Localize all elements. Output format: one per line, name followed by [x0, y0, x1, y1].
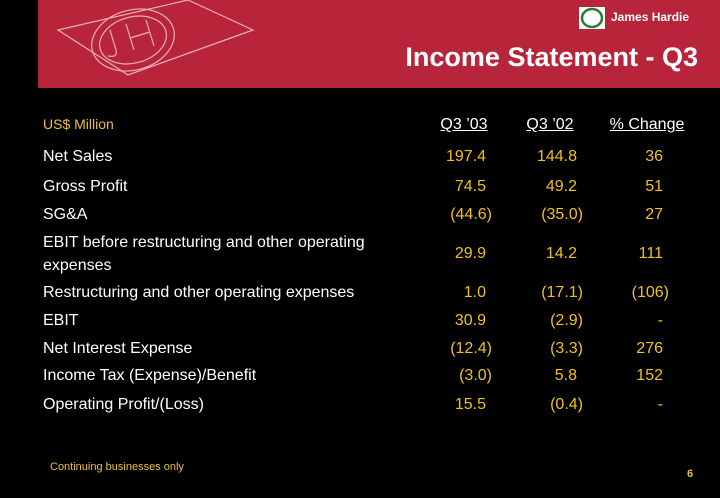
cell-value: (17.1) — [541, 284, 583, 301]
row-label: Operating Profit/(Loss) — [43, 396, 204, 413]
row-label: Income Tax (Expense)/Benefit — [43, 367, 257, 384]
page-number: 6 — [687, 468, 694, 480]
cell-value: - — [657, 396, 663, 413]
row-label: Net Interest Expense — [43, 340, 193, 357]
cell-value: (3.3) — [550, 340, 583, 357]
cell-value: - — [657, 312, 663, 329]
slide-title: Income Statement - Q3 — [405, 42, 698, 72]
cell-value: 197.4 — [445, 148, 486, 165]
column-header: Q3 ’03 — [440, 116, 488, 133]
cell-value: (106) — [631, 284, 669, 301]
row-label: SG&A — [43, 206, 88, 223]
cell-value: 15.5 — [454, 396, 486, 413]
cell-value: (35.0) — [541, 206, 583, 223]
cell-value: 14.2 — [545, 245, 577, 262]
cell-value: (2.9) — [550, 312, 583, 329]
cell-value: 29.9 — [454, 245, 486, 262]
cell-value: 144.8 — [536, 148, 577, 165]
brand-logo — [579, 7, 605, 29]
cell-value: 276 — [636, 340, 663, 357]
cell-value: (12.4) — [450, 340, 492, 357]
row-label: Gross Profit — [43, 178, 128, 195]
cell-value: 5.8 — [554, 367, 577, 384]
cell-value: 27 — [645, 206, 663, 223]
row-label: Restructuring and other operating expens… — [43, 284, 355, 301]
cell-value: 111 — [638, 245, 663, 262]
cell-value: 74.5 — [454, 178, 486, 195]
footnote: Continuing businesses only — [50, 461, 184, 473]
logo-watermark — [56, 0, 255, 76]
cell-value: 49.2 — [545, 178, 577, 195]
row-label: Net Sales — [43, 148, 113, 165]
unit-label: US$ Million — [43, 116, 114, 132]
cell-value: 152 — [636, 367, 663, 384]
cell-value: (0.4) — [550, 396, 583, 413]
cell-value: 51 — [645, 178, 663, 195]
cell-value: 36 — [645, 148, 663, 165]
cell-value: 30.9 — [454, 312, 486, 329]
row-label: EBIT — [43, 312, 79, 329]
cell-value: 1.0 — [463, 284, 486, 301]
cell-value: (3.0) — [459, 367, 492, 384]
column-header: % Change — [609, 116, 685, 133]
cell-value: (44.6) — [450, 206, 492, 223]
brand-name: James Hardie — [611, 10, 690, 24]
header-band — [38, 0, 720, 88]
row-label: EBIT before restructuring and other oper… — [43, 234, 365, 274]
column-header: Q3 ’02 — [526, 116, 574, 133]
